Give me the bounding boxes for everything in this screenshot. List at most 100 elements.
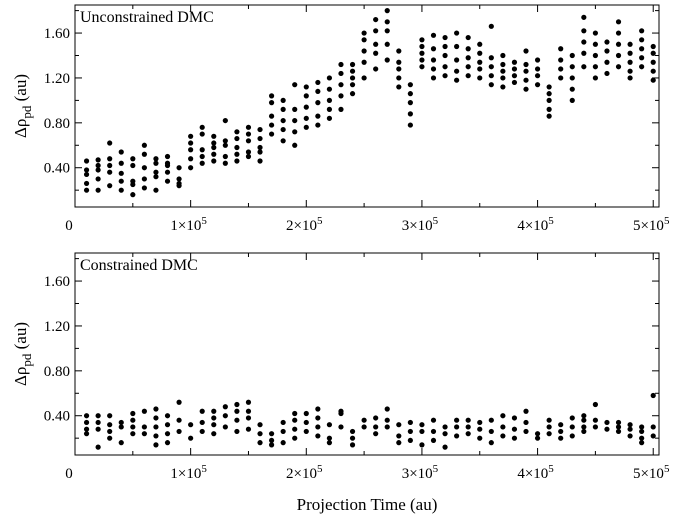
data-point xyxy=(199,153,205,160)
data-point xyxy=(558,428,564,435)
data-point xyxy=(627,50,633,56)
data-point xyxy=(581,50,587,56)
chart-panel-2: 1×105 2×105 3×105 4×105 5×105 0 0.40 0.80 1.20 1.… xyxy=(11,252,670,482)
data-point xyxy=(373,431,379,437)
data-point xyxy=(95,167,101,173)
data-point xyxy=(130,431,136,437)
data-point xyxy=(465,424,471,430)
data-point xyxy=(639,64,645,70)
x-zero-label: 0 xyxy=(65,466,73,482)
data-point xyxy=(442,52,448,59)
data-point xyxy=(95,157,101,163)
data-point xyxy=(130,156,136,162)
data-point xyxy=(349,75,356,81)
data-point xyxy=(361,59,367,65)
data-point xyxy=(326,422,333,428)
data-point xyxy=(523,419,529,426)
data-point xyxy=(257,135,263,142)
data-point xyxy=(569,75,575,81)
data-point xyxy=(315,79,321,86)
data-point xyxy=(268,431,275,437)
data-point xyxy=(454,77,460,83)
data-point xyxy=(373,28,379,34)
data-point xyxy=(130,424,136,430)
data-point xyxy=(627,59,633,65)
plot-frame xyxy=(74,4,660,208)
data-point xyxy=(627,433,633,439)
data-point xyxy=(280,428,286,435)
data-point xyxy=(650,424,656,430)
data-point xyxy=(465,55,471,61)
data-point xyxy=(338,408,344,414)
data-point xyxy=(164,178,171,184)
data-point xyxy=(303,124,309,130)
data-point xyxy=(118,170,124,176)
data-point xyxy=(153,174,159,180)
data-point xyxy=(349,68,356,74)
data-point xyxy=(546,91,552,97)
data-point xyxy=(407,437,413,444)
data-point xyxy=(176,428,182,435)
data-point xyxy=(280,106,286,112)
data-point xyxy=(130,178,136,184)
data-point xyxy=(234,417,240,423)
data-point xyxy=(107,435,113,441)
data-point xyxy=(153,433,159,439)
data-point xyxy=(280,126,286,133)
data-point xyxy=(176,176,182,182)
data-point xyxy=(581,39,587,45)
data-point xyxy=(211,431,217,437)
data-point xyxy=(396,75,402,81)
data-point xyxy=(292,410,298,417)
data-point xyxy=(430,437,437,444)
data-point xyxy=(569,415,575,421)
data-point xyxy=(176,165,182,171)
data-point xyxy=(234,401,240,408)
data-point xyxy=(592,64,598,70)
data-point xyxy=(303,104,309,110)
data-point xyxy=(511,66,518,72)
data-point xyxy=(615,41,622,47)
data-point xyxy=(188,435,194,441)
data-point xyxy=(477,419,483,426)
data-point xyxy=(419,422,425,428)
data-point xyxy=(188,165,194,171)
data-point xyxy=(234,408,240,414)
data-point xyxy=(130,162,136,169)
data-point xyxy=(303,419,309,426)
data-point xyxy=(604,48,610,54)
data-point xyxy=(650,59,656,65)
data-point xyxy=(500,52,506,59)
data-point xyxy=(604,39,610,45)
data-point xyxy=(534,435,541,441)
data-point xyxy=(234,158,240,164)
data-point xyxy=(199,419,205,426)
data-point xyxy=(164,413,171,419)
data-point xyxy=(546,113,552,119)
data-point xyxy=(650,392,656,399)
data-point xyxy=(107,428,113,435)
data-point xyxy=(615,19,622,25)
x-tick-label: 4×105 xyxy=(517,215,554,234)
data-point xyxy=(615,30,622,36)
data-point xyxy=(234,151,240,157)
data-point xyxy=(500,61,506,68)
data-point xyxy=(488,64,494,70)
data-point xyxy=(315,406,321,412)
data-point xyxy=(454,417,460,423)
data-point xyxy=(326,435,333,441)
data-point xyxy=(83,413,90,419)
x-tick-label: 1×105 xyxy=(170,463,207,482)
data-point xyxy=(384,8,390,14)
data-point xyxy=(257,149,263,155)
data-point xyxy=(107,162,113,169)
data-point xyxy=(268,93,275,99)
data-point xyxy=(107,140,113,146)
x-tick-label: 3×105 xyxy=(402,215,439,234)
data-point xyxy=(315,433,321,439)
data-point xyxy=(315,122,321,128)
data-point xyxy=(500,433,506,439)
data-point xyxy=(604,59,610,65)
data-point xyxy=(222,117,228,124)
data-point xyxy=(639,46,645,52)
